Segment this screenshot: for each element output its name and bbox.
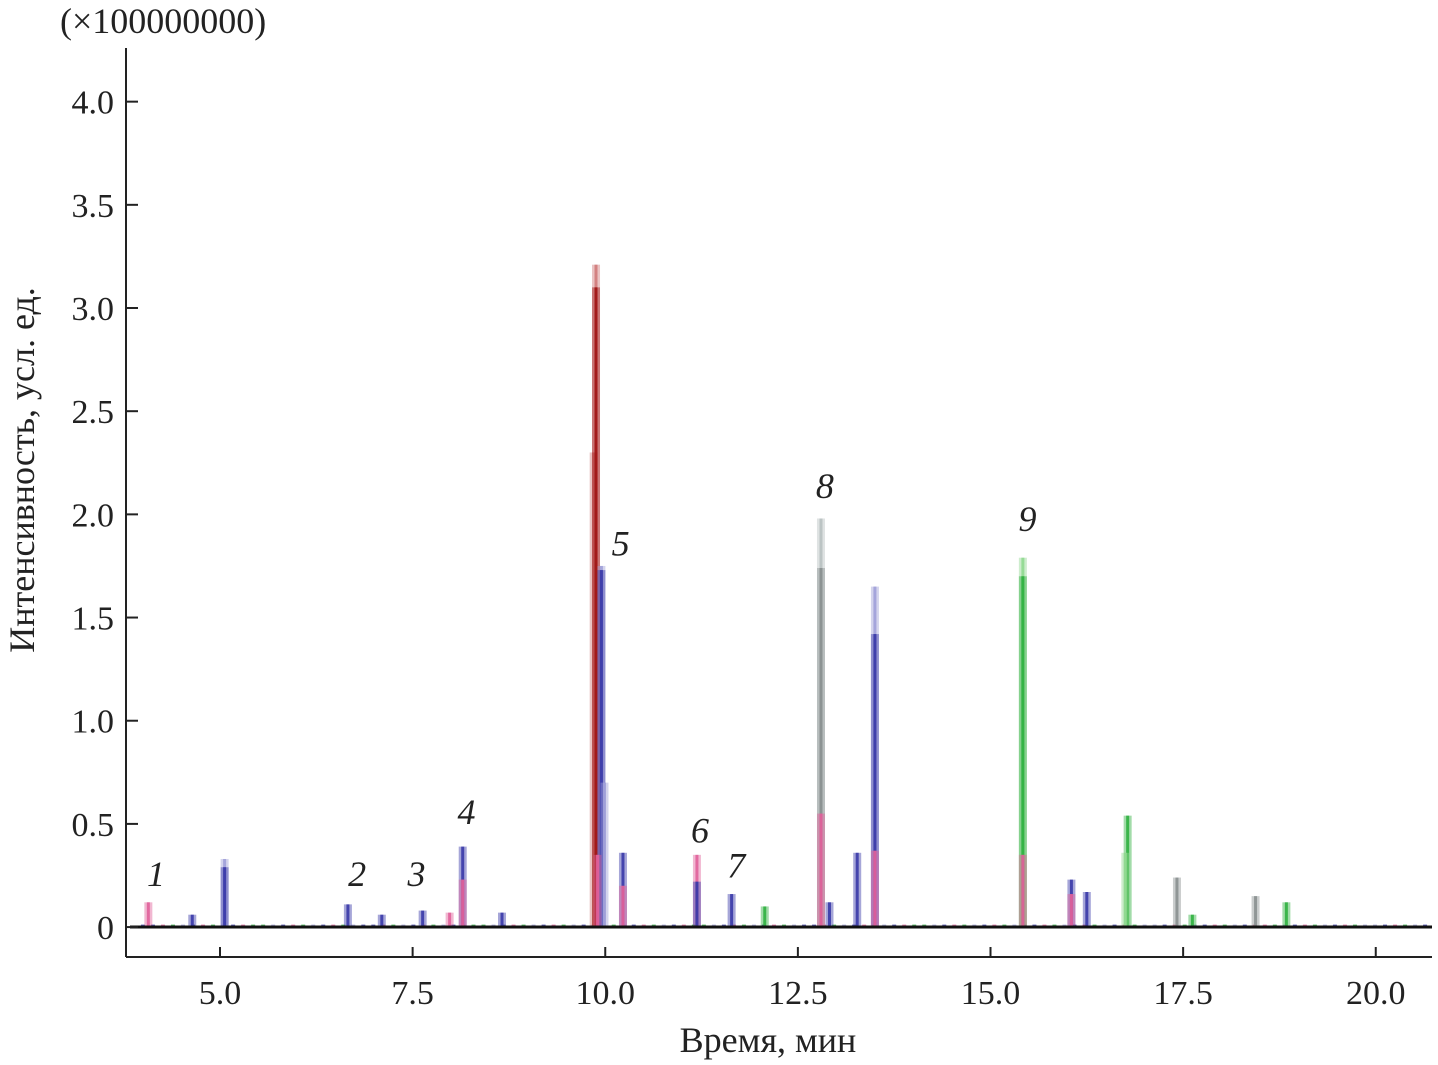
peak-mark-core <box>146 902 150 928</box>
peak-number-label: 7 <box>727 846 747 886</box>
y-tick-label: 0.5 <box>72 807 115 844</box>
y-multiplier-label: (×100000000) <box>60 1 266 41</box>
peak-mark-core <box>461 879 465 928</box>
peak-mark-core <box>1123 852 1127 928</box>
peak-number-label: 4 <box>458 792 476 832</box>
y-ticks: 0 0.5 1.0 1.5 2.0 2.5 3.0 3.5 4.0 <box>72 85 138 947</box>
peak-mark-core <box>500 912 504 928</box>
peak-mark-core <box>602 782 606 928</box>
peak-mark-core <box>594 287 598 928</box>
peak-mark-core <box>1021 576 1025 928</box>
peak-mark-core <box>1190 914 1194 928</box>
peak-number-label: 8 <box>816 466 834 506</box>
y-tick-label: 3.0 <box>72 291 115 328</box>
peak-mark-core <box>596 854 600 928</box>
peak-mark-core <box>855 852 859 928</box>
peak-mark-core <box>1085 891 1089 928</box>
peak-mark-core <box>621 885 625 928</box>
y-tick-label: 1.5 <box>72 601 115 638</box>
y-tick-label: 2.0 <box>72 497 115 534</box>
y-tick-label: 4.0 <box>72 85 115 122</box>
x-tick-label: 5.0 <box>199 975 242 1012</box>
peak-number-label: 6 <box>691 810 709 850</box>
peak-annotations: 1 2 34 5 67 8 9 <box>147 466 1036 894</box>
peak-mark-core <box>873 850 877 928</box>
y-tick-label: 2.5 <box>72 394 115 431</box>
peak-mark-core <box>1126 815 1130 928</box>
x-tick-label: 12.5 <box>768 975 828 1012</box>
peak-number-label: 9 <box>1018 499 1036 539</box>
peak-number-label: 1 <box>147 854 165 894</box>
peak-mark-core <box>819 813 823 928</box>
peak-number-label: 5 <box>612 524 630 564</box>
peak-number-label: 3 <box>406 854 425 894</box>
x-tick-label: 20.0 <box>1346 975 1406 1012</box>
peaks-layer <box>140 264 1428 928</box>
x-tick-label: 15.0 <box>961 975 1021 1012</box>
peak-mark-core <box>346 904 350 928</box>
peak-mark-core <box>827 902 831 928</box>
peak-mark-core <box>1175 877 1179 928</box>
peak-mark-core <box>380 914 384 928</box>
y-tick-label: 3.5 <box>72 188 115 225</box>
peak-mark-core <box>730 894 734 928</box>
peak-mark-core <box>421 910 425 928</box>
x-tick-label: 10.0 <box>576 975 636 1012</box>
y-axis-label: Интенсивность, усл. ед. <box>2 287 42 653</box>
peak-mark-core <box>190 914 194 928</box>
x-ticks: 5.0 7.5 10.0 12.5 15.0 17.5 20.0 <box>199 947 1406 1012</box>
peak-mark-core <box>223 867 227 928</box>
peak-mark-core <box>592 452 596 928</box>
y-tick-label: 0 <box>97 910 114 947</box>
peak-mark-core <box>873 634 877 928</box>
peak-mark-core <box>448 912 452 928</box>
peak-mark-core <box>1284 902 1288 928</box>
y-tick-label: 1.0 <box>72 704 115 741</box>
x-tick-label: 17.5 <box>1153 975 1213 1012</box>
peak-mark-core <box>819 568 823 928</box>
peak-number-label: 2 <box>348 854 366 894</box>
peak-mark-core <box>1069 894 1073 928</box>
peak-mark-core <box>695 881 699 928</box>
peak-mark-core <box>1021 854 1025 928</box>
x-axis-label: Время, мин <box>680 1020 857 1060</box>
x-tick-label: 7.5 <box>391 975 434 1012</box>
peak-mark-core <box>763 906 767 928</box>
peak-mark-core <box>1254 896 1258 928</box>
peak-mark-core <box>599 570 603 928</box>
